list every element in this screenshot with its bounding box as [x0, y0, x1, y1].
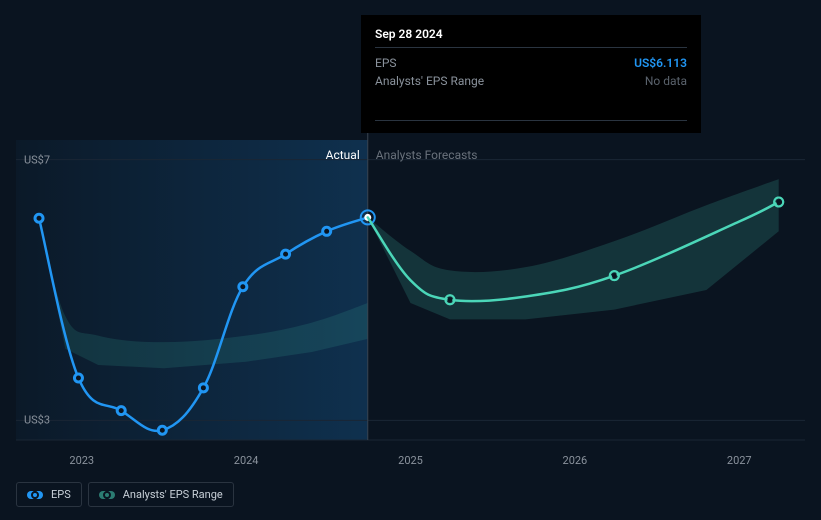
x-axis-label: 2023 — [69, 454, 94, 467]
legend-label: EPS — [51, 488, 71, 501]
tooltip-label: Analysts' EPS Range — [375, 74, 484, 88]
chart-legend: EPS Analysts' EPS Range — [16, 482, 234, 507]
x-axis-label: 2025 — [398, 454, 423, 467]
range-swatch-icon — [99, 491, 115, 499]
tooltip-date: Sep 28 2024 — [375, 27, 687, 48]
chart-tooltip: Sep 28 2024 EPS US$6.113 Analysts' EPS Ran… — [361, 15, 701, 133]
eps-chart: US$7US$3 20232024202520262027 Actual Ana… — [0, 0, 821, 520]
x-axis-label: 2024 — [234, 454, 259, 467]
legend-item-eps[interactable]: EPS — [16, 482, 82, 507]
x-axis-label: 2026 — [563, 454, 588, 467]
x-axis-label: 2027 — [727, 454, 752, 467]
eps-swatch-icon — [27, 491, 43, 499]
section-label-actual: Actual — [16, 148, 368, 162]
legend-label: Analysts' EPS Range — [123, 488, 223, 501]
tooltip-value: No data — [645, 74, 687, 88]
tooltip-value: US$6.113 — [634, 56, 687, 70]
tooltip-row: EPS US$6.113 — [375, 54, 687, 72]
tooltip-row: Analysts' EPS Range No data — [375, 72, 687, 90]
legend-item-range[interactable]: Analysts' EPS Range — [88, 482, 234, 507]
y-axis-label: US$3 — [24, 414, 50, 427]
section-label-forecast: Analysts Forecasts — [368, 148, 478, 162]
tooltip-label: EPS — [375, 56, 397, 70]
